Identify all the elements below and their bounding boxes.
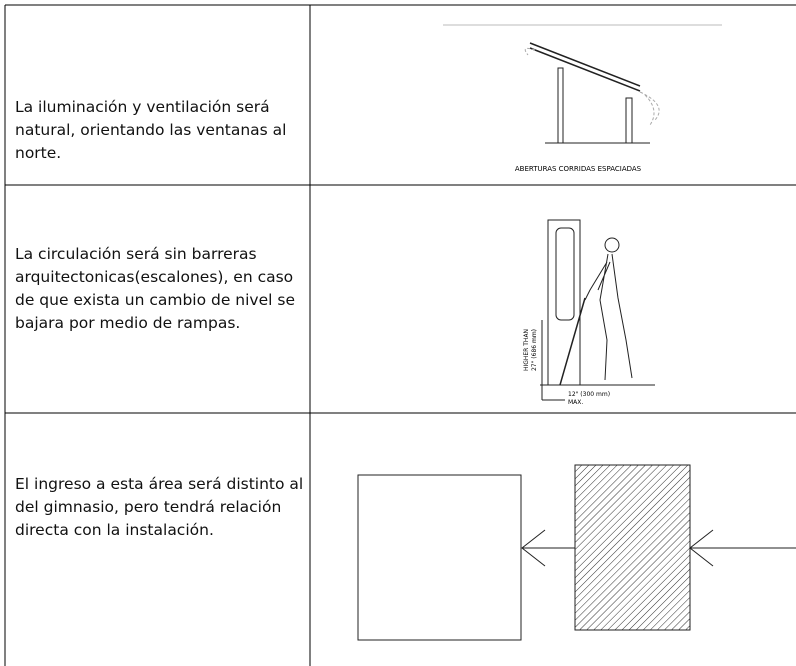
diagram-accessibility (540, 219, 655, 401)
diagram-entrance (357, 464, 796, 641)
diagram-label: HIGHER THAN (523, 329, 530, 371)
diagram-openings (443, 24, 722, 144)
diagram-label: 27" (686 mm) (531, 329, 538, 371)
diagram-label: ABERTURAS CORRIDAS ESPACIADAS (515, 165, 642, 173)
cell-text: La circulación será sin barreras arquite… (15, 245, 295, 332)
diagram-label: 12" (300 mm) (568, 391, 610, 398)
table-borders (4, 4, 796, 666)
cell-text: La iluminación y ventilación será natura… (15, 98, 287, 162)
diagram-label: MAX. (568, 399, 583, 406)
cell-text: El ingreso a esta área será distinto al … (15, 475, 304, 539)
